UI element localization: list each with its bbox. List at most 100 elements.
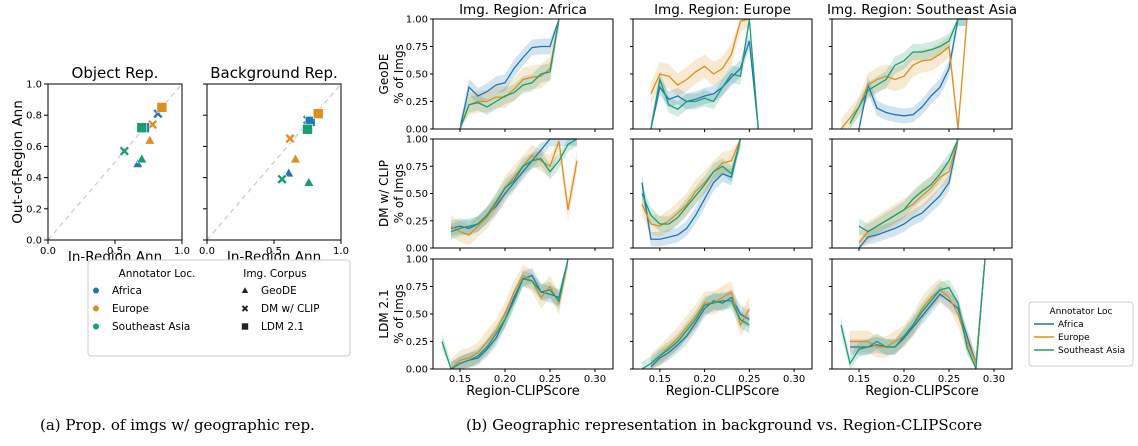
column-title-img-region-europe: Img. Region: Europe	[654, 2, 791, 18]
row-label-dm-w-clip: DM w/ CLIP	[377, 160, 391, 227]
legend-marker-geode	[241, 287, 249, 294]
row-ylabel: % of Imgs	[392, 44, 406, 104]
legend-marker-dm-w-clip	[241, 305, 249, 312]
y-tick-label: 0.75	[406, 42, 428, 53]
y-tick-label: 0.25	[406, 97, 428, 108]
legend-b: Annotator Loc Africa Europe Southeast Asia	[1028, 301, 1134, 367]
legend-marker-europe	[93, 305, 99, 312]
panel-title: Background Rep.	[210, 64, 338, 82]
x-axis-label: Region-CLIPScore	[466, 384, 580, 399]
series-line-europe	[450, 258, 569, 370]
point-europe-dm-w-clip	[284, 133, 296, 145]
x-tick-label: 0.20	[494, 374, 516, 385]
legend-marker-africa	[93, 287, 99, 294]
row-label-geode: GeoDE	[377, 54, 391, 95]
x-tick-label: 0.15	[649, 374, 671, 385]
series-line-europe	[650, 290, 750, 364]
ci-band-europe	[859, 139, 958, 248]
series-line-europe	[450, 140, 578, 236]
series-line-europe	[650, 18, 750, 95]
legend-marker-southeast-asia	[93, 323, 99, 330]
x-tick-label: 0.0	[40, 246, 56, 257]
x-tick-label: 0.5	[266, 246, 282, 257]
ci-band-africa	[451, 259, 568, 369]
series-line-southeast-asia	[641, 300, 750, 370]
x-tick-label: 0.20	[693, 374, 715, 385]
point-africa-geode	[283, 167, 295, 178]
x-tick-label: 0.30	[983, 374, 1005, 385]
x-tick-label: 0.15	[449, 374, 471, 385]
point-southeast-asia-dm-w-clip	[118, 145, 130, 157]
x-tick-label: 0.30	[584, 374, 606, 385]
caption-b: (b) Geographic representation in backgro…	[466, 416, 983, 434]
y-tick-label: 0.25	[406, 216, 428, 227]
series-line-europe	[641, 138, 742, 227]
row-label-ldm-2-1: LDM 2.1	[377, 289, 391, 338]
y-tick-label: 0.6	[26, 142, 42, 153]
legend-label-europe: Europe	[112, 303, 149, 315]
y-tick-label: 0.50	[406, 310, 428, 321]
legend-a: Annotator Loc. Img. Corpus Africa Europe Sou…	[87, 259, 351, 357]
legend-label-dm-w-clip: DM w/ CLIP	[261, 303, 320, 315]
ci-band-europe	[451, 259, 568, 369]
ci-band-southeast-asia	[859, 139, 958, 240]
point-southeast-asia-dm-w-clip	[276, 173, 288, 185]
legend-box	[1028, 301, 1134, 367]
point-southeast-asia-geode	[136, 153, 148, 164]
point-europe-geode	[144, 134, 156, 145]
ci-band-africa	[650, 33, 759, 130]
ci-band-africa	[451, 139, 577, 236]
y-tick-label: 0.00	[406, 125, 428, 136]
x-tick-label: 0.15	[848, 374, 870, 385]
line-panel-r2-c1: 0.00 0.25 0.50 0.75 1.00	[406, 135, 614, 255]
chart-b: Img. Region: Africa Img. Region: Europe Im…	[377, 2, 1134, 399]
ci-band-africa	[650, 289, 750, 369]
row-ylabel: % of Imgs	[392, 164, 406, 224]
legend-title-annotator-loc: Annotator Loc.	[119, 268, 196, 280]
line-panel-r1-c1: 0.00 0.25 0.50 0.75 1.00	[406, 15, 614, 136]
ci-band-africa	[641, 139, 741, 247]
x-tick-label: 1.0	[174, 246, 190, 257]
y-tick-label: 0.2	[26, 204, 42, 215]
y-tick-label: 0.00	[406, 244, 428, 255]
y-tick-label: 0.8	[26, 111, 42, 122]
x-tick-label: 0.25	[938, 374, 960, 385]
series-line-europe	[459, 18, 560, 130]
point-southeast-asia-ldm-2-1	[136, 122, 148, 133]
y-tick-label: 1.00	[406, 15, 428, 26]
series-line-africa	[650, 296, 750, 368]
ci-band-southeast-asia	[850, 19, 967, 129]
series-line-southeast-asia	[441, 258, 569, 370]
series-line-africa	[858, 18, 967, 130]
series-line-southeast-asia	[641, 138, 742, 225]
x-tick-label: 0.20	[893, 374, 915, 385]
panel-title: Object Rep.	[72, 64, 159, 82]
legend-title: Annotator Loc	[1049, 307, 1112, 317]
legend-label-southeast-asia: Southeast Asia	[112, 321, 190, 333]
line-panel-r2-c2	[630, 138, 813, 251]
legend-box	[87, 259, 351, 357]
x-tick-label: 0.25	[539, 374, 561, 385]
y-tick-label: 0.50	[406, 189, 428, 200]
y-tick-label: 1.0	[26, 80, 42, 91]
point-europe-geode	[289, 153, 301, 164]
point-southeast-asia-geode	[303, 176, 315, 187]
point-europe-dm-w-clip	[147, 119, 158, 130]
legend-label-geode: GeoDE	[261, 285, 297, 297]
legend-label-europe: Europe	[1058, 333, 1090, 343]
series-line-southeast-asia	[450, 138, 578, 233]
x-axis-label: Region-CLIPScore	[666, 384, 780, 399]
y-tick-label: 0.00	[406, 365, 428, 376]
y-tick-label: 0.75	[406, 282, 428, 293]
legend-label-africa: Africa	[1058, 320, 1084, 330]
line-panel-r2-c3	[829, 138, 1013, 251]
series-line-africa	[459, 18, 560, 130]
diagonal-reference-line	[206, 83, 342, 241]
line-panel-r3-c1: 0.00 0.25 0.50 0.75 1.00 0.15 0.20 0.25 0.30 Regi…	[406, 255, 614, 399]
legend-label-africa: Africa	[112, 285, 142, 297]
y-tick-label: 0.4	[26, 173, 42, 184]
point-europe-ldm-2-1	[156, 102, 168, 113]
series-line-europe	[840, 18, 968, 130]
